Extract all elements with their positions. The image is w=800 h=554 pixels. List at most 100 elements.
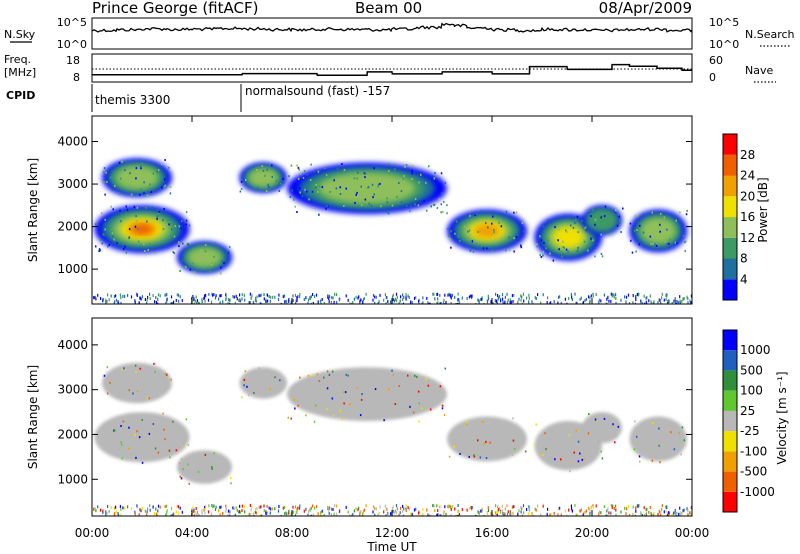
- power-speckle: [491, 222, 493, 225]
- power-clutter: [305, 296, 307, 300]
- power-clutter: [592, 294, 594, 298]
- velocity-clutter: [537, 504, 539, 508]
- velocity-speckle: [634, 420, 636, 423]
- velocity-clutter: [292, 505, 294, 509]
- power-clutter: [579, 297, 581, 301]
- velocity-speckle: [244, 370, 247, 373]
- power-speckle: [432, 202, 434, 205]
- velocity-speckle: [120, 425, 122, 427]
- velocity-clutter: [638, 504, 640, 507]
- velocity-region-8: [629, 416, 687, 462]
- power-clutter: [615, 297, 617, 300]
- velocity-clutter: [411, 512, 413, 516]
- power-speckle: [400, 201, 403, 203]
- cpid-program-normalsound: normalsound (fast) -157: [245, 84, 390, 98]
- velocity-clutter: [466, 508, 468, 512]
- xaxis-label: Time UT: [366, 540, 417, 554]
- power-speckle: [178, 225, 181, 228]
- power-clutter: [471, 294, 473, 298]
- power-clutter: [557, 301, 559, 304]
- power-speckle: [103, 167, 106, 170]
- power-speckle: [668, 242, 670, 245]
- power-speckle: [168, 223, 170, 226]
- y-tick-label: 2000: [57, 427, 88, 441]
- power-speckle: [380, 205, 382, 208]
- velocity-speckle: [154, 371, 156, 374]
- velocity-clutter: [166, 509, 168, 513]
- power-clutter: [415, 296, 417, 300]
- nave-tick-top: 60: [709, 54, 723, 67]
- velocity-clutter: [278, 505, 280, 508]
- velocity-clutter: [352, 512, 354, 516]
- velocity-clutter: [615, 508, 617, 512]
- power-speckle: [111, 188, 113, 191]
- power-clutter: [93, 296, 95, 300]
- power-clutter: [637, 293, 639, 297]
- power-speckle: [666, 228, 668, 231]
- power-clutter: [255, 299, 257, 303]
- velocity-clutter: [510, 512, 512, 516]
- velocity-clutter: [427, 513, 429, 516]
- power-clutter: [648, 299, 650, 303]
- velocity-speckle: [392, 373, 394, 376]
- velocity-clutter: [379, 505, 381, 509]
- power-speckle: [104, 193, 106, 196]
- velocity-clutter: [560, 513, 562, 516]
- velocity-clutter: [124, 506, 126, 510]
- power-clutter: [448, 292, 450, 296]
- velocity-clutter: [643, 506, 645, 510]
- power-speckle: [423, 199, 425, 202]
- velocity-clutter: [477, 510, 479, 514]
- velocity-speckle: [312, 374, 315, 377]
- power-speckle: [544, 242, 547, 245]
- power-speckle: [649, 235, 652, 238]
- velocity-clutter: [235, 506, 237, 510]
- freq-series-line: [92, 63, 692, 77]
- velocity-clutter: [255, 511, 257, 515]
- velocity-clutter: [422, 508, 424, 511]
- colorbar-swatch: [723, 258, 737, 280]
- velocity-speckle: [383, 419, 385, 422]
- velocity-clutter: [503, 514, 505, 516]
- power-clutter: [331, 296, 333, 300]
- colorbar-swatch: [723, 491, 737, 512]
- power-clutter: [159, 294, 161, 298]
- velocity-speckle: [359, 414, 362, 417]
- velocity-speckle: [504, 433, 507, 436]
- power-speckle: [652, 242, 654, 245]
- velocity-speckle: [230, 482, 232, 485]
- velocity-clutter: [134, 510, 136, 514]
- velocity-clutter: [285, 511, 287, 515]
- power-speckle: [266, 168, 269, 171]
- velocity-clutter: [244, 510, 246, 514]
- velocity-clutter: [197, 513, 199, 516]
- power-clutter: [239, 298, 241, 302]
- velocity-clutter: [574, 504, 576, 507]
- power-speckle: [302, 176, 305, 179]
- power-speckle: [440, 211, 442, 214]
- power-speckle: [540, 239, 543, 242]
- power-clutter: [218, 297, 220, 301]
- power-speckle: [539, 254, 541, 257]
- velocity-clutter: [610, 511, 612, 515]
- velocity-clutter: [93, 507, 95, 511]
- velocity-clutter: [518, 509, 520, 513]
- power-clutter: [255, 296, 257, 300]
- velocity-clutter: [234, 513, 236, 516]
- colorbar-tick-label: 8: [740, 252, 748, 266]
- colorbar-tick-label: -500: [740, 465, 767, 479]
- power-speckle: [581, 219, 583, 222]
- velocity-clutter: [239, 504, 241, 508]
- power-clutter: [610, 299, 612, 303]
- power-clutter: [383, 298, 385, 302]
- power-clutter: [468, 295, 470, 299]
- power-speckle: [514, 229, 516, 232]
- power-clutter: [372, 298, 374, 302]
- velocity-clutter: [645, 508, 647, 512]
- velocity-speckle: [305, 414, 307, 417]
- colorbar-swatch: [723, 431, 737, 452]
- velocity-clutter: [377, 513, 379, 516]
- power-speckle: [414, 198, 417, 200]
- power-speckle: [400, 190, 403, 193]
